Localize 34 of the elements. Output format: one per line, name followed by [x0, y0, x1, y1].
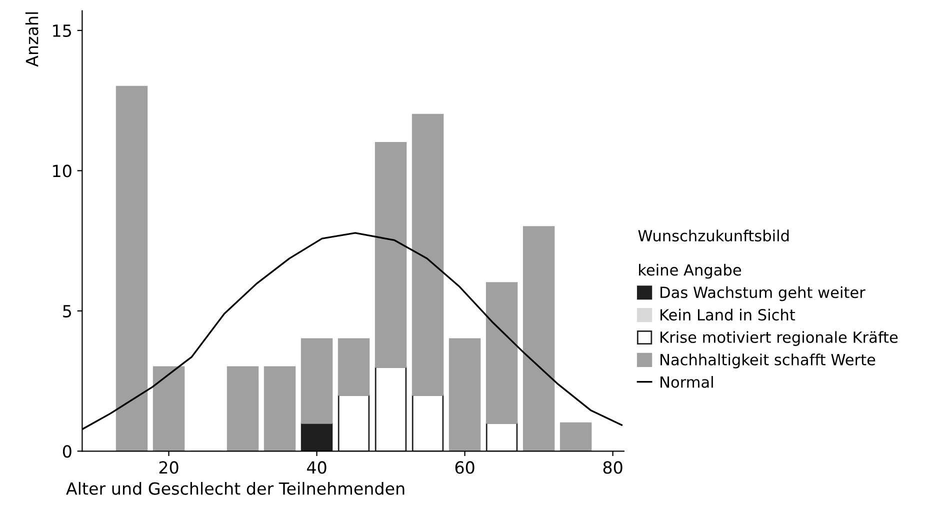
legend-label: Krise motiviert regionale Kräfte [660, 331, 898, 346]
legend-label: Normal [660, 376, 713, 388]
legend-label: Kein Land in Sicht [660, 308, 796, 321]
x-tick-label: 40 [307, 461, 326, 474]
bar [264, 366, 296, 452]
y-tick-label: 0 [62, 445, 72, 458]
bar [338, 394, 370, 452]
text: keine Angabe [639, 264, 742, 279]
bar [486, 282, 518, 424]
bar [374, 142, 407, 368]
bar [300, 338, 333, 424]
bar [374, 366, 407, 452]
bar [338, 338, 370, 396]
bar [152, 366, 185, 452]
x-tick-label: 80 [603, 461, 622, 474]
legend-label: Nachhaltigkeit schafft Werte [660, 354, 876, 368]
x-axis-title: Alter und Geschlecht der Teilnehmenden [66, 482, 404, 495]
bar [226, 366, 259, 452]
x-tick-label: 60 [455, 461, 474, 474]
legend-title: Wunschzukunftsbild [638, 230, 789, 242]
bar [300, 422, 333, 452]
bar [486, 422, 518, 452]
x-tick-label: 20 [159, 461, 178, 474]
y-tick-label: 5 [63, 305, 72, 318]
bar [412, 114, 444, 396]
y-tick-label: 10 [53, 164, 72, 178]
legend-label: Das Wachstum geht weiter [660, 286, 866, 302]
bar [116, 86, 148, 452]
y-axis-title: Anzahl [25, 12, 38, 67]
bar [448, 338, 481, 452]
bar [522, 226, 555, 452]
bar [560, 422, 592, 452]
y-tick-label: 15 [53, 24, 72, 38]
bar [412, 394, 444, 452]
